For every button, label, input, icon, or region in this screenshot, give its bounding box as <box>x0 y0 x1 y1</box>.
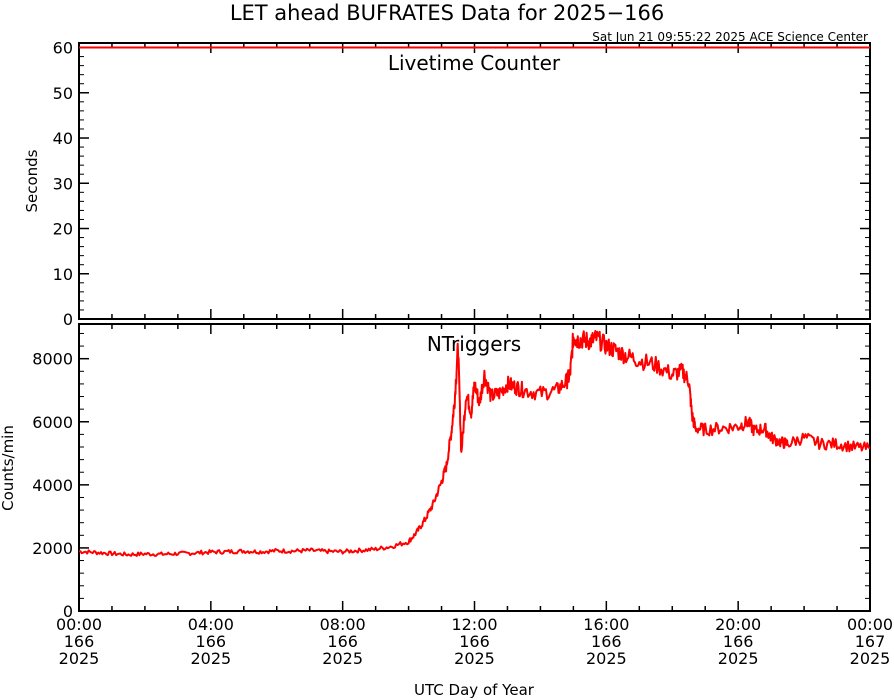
xtick-day-label: 166 <box>723 632 754 651</box>
xtick-day-label: 166 <box>64 632 95 651</box>
ntriggers-ytick-label: 6000 <box>32 413 73 432</box>
xtick-time-label: 08:00 <box>320 615 366 634</box>
livetime-ytick-label: 10 <box>53 265 73 284</box>
xtick-time-label: 20:00 <box>715 615 761 634</box>
xtick-day-label: 166 <box>459 632 490 651</box>
xtick-day-label: 166 <box>327 632 358 651</box>
xtick-year-label: 2025 <box>322 649 363 668</box>
livetime-ytick-label: 0 <box>63 310 73 329</box>
xtick-time-label: 16:00 <box>583 615 629 634</box>
livetime-ytick-label: 30 <box>53 174 73 193</box>
ntriggers-panel-label: NTriggers <box>427 332 521 356</box>
xtick-year-label: 2025 <box>59 649 100 668</box>
xtick-time-label: 00:00 <box>847 615 893 634</box>
xtick-year-label: 2025 <box>586 649 627 668</box>
chart-title: LET ahead BUFRATES Data for 2025−166 <box>230 1 664 25</box>
xtick-day-label: 167 <box>855 632 886 651</box>
xtick-time-label: 00:00 <box>56 615 102 634</box>
livetime-ytick-label: 50 <box>53 84 73 103</box>
ntriggers-axis-ticks: 0 2000 4000 6000 8000 <box>32 324 871 621</box>
x-axis-label: UTC Day of Year <box>414 681 535 699</box>
ntriggers-ytick-label: 8000 <box>32 350 73 369</box>
xtick-year-label: 2025 <box>190 649 231 668</box>
livetime-axis-ticks: 0 10 20 30 40 50 60 <box>53 39 871 329</box>
livetime-plot-frame <box>78 42 871 320</box>
xtick-day-label: 166 <box>196 632 227 651</box>
xtick-time-label: 12:00 <box>451 615 497 634</box>
livetime-ytick-label: 20 <box>53 220 73 239</box>
timestamp: Sat Jun 21 09:55:22 2025 ACE Science Cen… <box>592 30 868 44</box>
ntriggers-ytick-label: 2000 <box>32 539 73 558</box>
livetime-y-axis-label: Seconds <box>23 149 41 212</box>
ntriggers-y-axis-label: Counts/min <box>0 425 17 511</box>
ntriggers-panel: 0 2000 4000 6000 8000 NTriggers Counts/min <box>0 323 871 621</box>
ntriggers-ytick-label: 4000 <box>32 476 73 495</box>
livetime-panel: 0 10 20 30 40 50 60 Livetime Counter Seconds <box>23 39 871 329</box>
x-tick-labels: 00:00166202504:00166202508:00166202512:0… <box>56 615 893 668</box>
livetime-ytick-label: 60 <box>53 39 73 58</box>
xtick-day-label: 166 <box>591 632 622 651</box>
ntriggers-series-line <box>78 330 871 557</box>
xtick-year-label: 2025 <box>850 649 891 668</box>
livetime-ytick-label: 40 <box>53 129 73 148</box>
ntriggers-plot-frame <box>78 323 871 612</box>
xtick-year-label: 2025 <box>718 649 759 668</box>
ntriggers-ytick-label: 0 <box>63 602 73 621</box>
xtick-year-label: 2025 <box>454 649 495 668</box>
livetime-panel-label: Livetime Counter <box>388 51 561 75</box>
xtick-time-label: 04:00 <box>188 615 234 634</box>
